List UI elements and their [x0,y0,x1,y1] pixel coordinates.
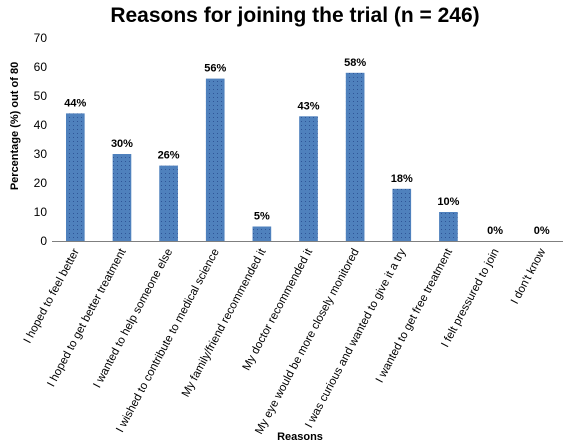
y-tick-label: 60 [34,60,48,74]
category-label: I was curious and wanted to give it a tr… [303,247,408,431]
y-tick-label: 40 [34,118,48,132]
bar [65,113,85,241]
y-axis: 0 10 20 30 40 50 60 70 [34,31,48,248]
y-tick-label: 0 [40,234,47,248]
data-label: 5% [254,211,270,223]
y-tick-label: 70 [34,31,48,45]
bar [392,188,412,241]
y-tick-label: 10 [34,205,48,219]
bars [65,72,458,241]
category-label: I don't know [509,246,549,306]
bar [439,212,458,241]
y-tick-label: 50 [34,89,48,103]
data-label: 30% [111,138,133,150]
bar [345,72,365,241]
data-label: 0% [534,225,550,237]
data-label: 43% [297,100,319,112]
data-label: 58% [344,57,366,69]
data-label: 10% [437,196,459,208]
category-label: I wished to contribute to medical scienc… [114,247,222,435]
category-label: I hoped to get better treatment [45,246,129,389]
category-label: My eye would be more closely monitored [253,247,361,437]
data-label: 18% [391,173,413,185]
bar [112,154,132,241]
bar [252,226,272,241]
data-label: 26% [158,150,180,162]
category-label: I wanted to help someone else [91,247,175,390]
category-label: My family/friend recommended it [180,246,269,399]
y-tick-label: 30 [34,147,48,161]
chart-title: Reasons for joining the trial (n = 246) [110,4,479,27]
data-label: 0% [487,225,503,237]
bar [205,78,225,241]
bar [159,165,178,241]
data-label: 44% [64,97,86,109]
x-axis-title: Reasons [277,431,323,443]
data-label: 56% [204,63,226,75]
y-tick-label: 20 [34,176,48,190]
y-axis-title: Percentage (%) out of 80 [9,62,21,190]
data-labels: 44% 30% 26% 56% 5% 43% 58% 18% 10% 0% 0% [64,57,550,237]
bar [299,116,318,241]
